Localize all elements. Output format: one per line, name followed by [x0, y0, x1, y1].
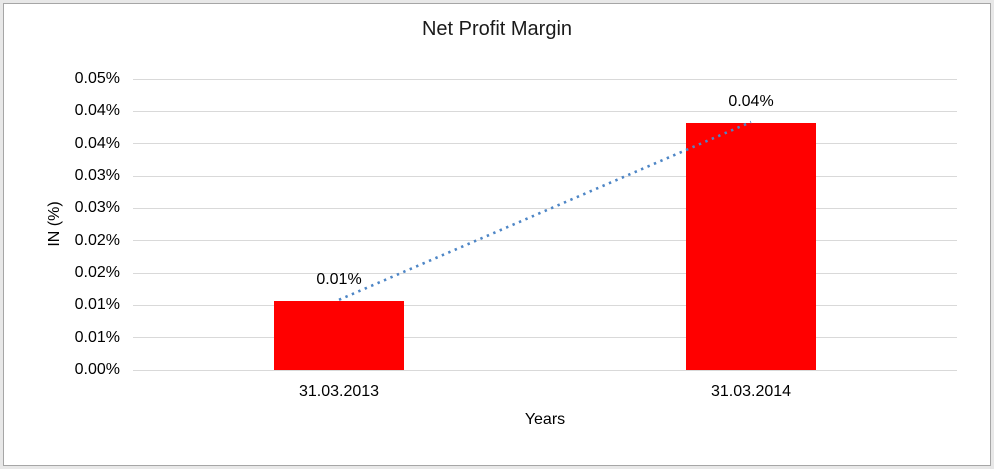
y-tick-label: 0.00%	[74, 361, 120, 378]
chart-border-frame	[3, 3, 991, 466]
gridline	[133, 78, 957, 80]
y-tick-label: 0.03%	[74, 199, 120, 217]
y-tick-label: 0.01%	[74, 328, 120, 346]
data-label: 0.04%	[728, 92, 774, 110]
y-tick-label: 0.05%	[74, 70, 120, 87]
y-tick-label: 0.03%	[74, 167, 120, 184]
gridline	[133, 207, 957, 209]
y-tick-label: 0.04%	[74, 134, 120, 152]
x-tick-label: 31.03.2014	[710, 383, 792, 400]
y-tick-label: 0.04%	[74, 102, 120, 120]
chart-title: Net Profit Margin	[421, 18, 573, 40]
x-axis-title: Years	[524, 411, 566, 428]
plot-area: 0.00% 0.01% 0.01% 0.02% 0.02% 0.03% 0.03% 0.04%…	[75, 70, 957, 400]
gridline	[133, 110, 957, 112]
gridline	[133, 175, 957, 177]
gridline	[133, 240, 957, 242]
bar-31.03.2014	[686, 122, 816, 370]
gridline	[133, 337, 957, 339]
gridline	[133, 143, 957, 145]
y-tick-label: 0.02%	[74, 231, 120, 249]
trendline	[338, 120, 752, 302]
y-tick-label: 0.02%	[74, 264, 120, 281]
bar-31.03.2013	[274, 300, 404, 370]
y-tick-label: 0.01%	[74, 296, 120, 314]
x-tick-label: 31.03.2013	[298, 383, 380, 400]
gridline	[133, 369, 957, 371]
gridline	[133, 272, 957, 274]
gridline	[133, 304, 957, 306]
data-label: 0.01%	[316, 270, 362, 288]
